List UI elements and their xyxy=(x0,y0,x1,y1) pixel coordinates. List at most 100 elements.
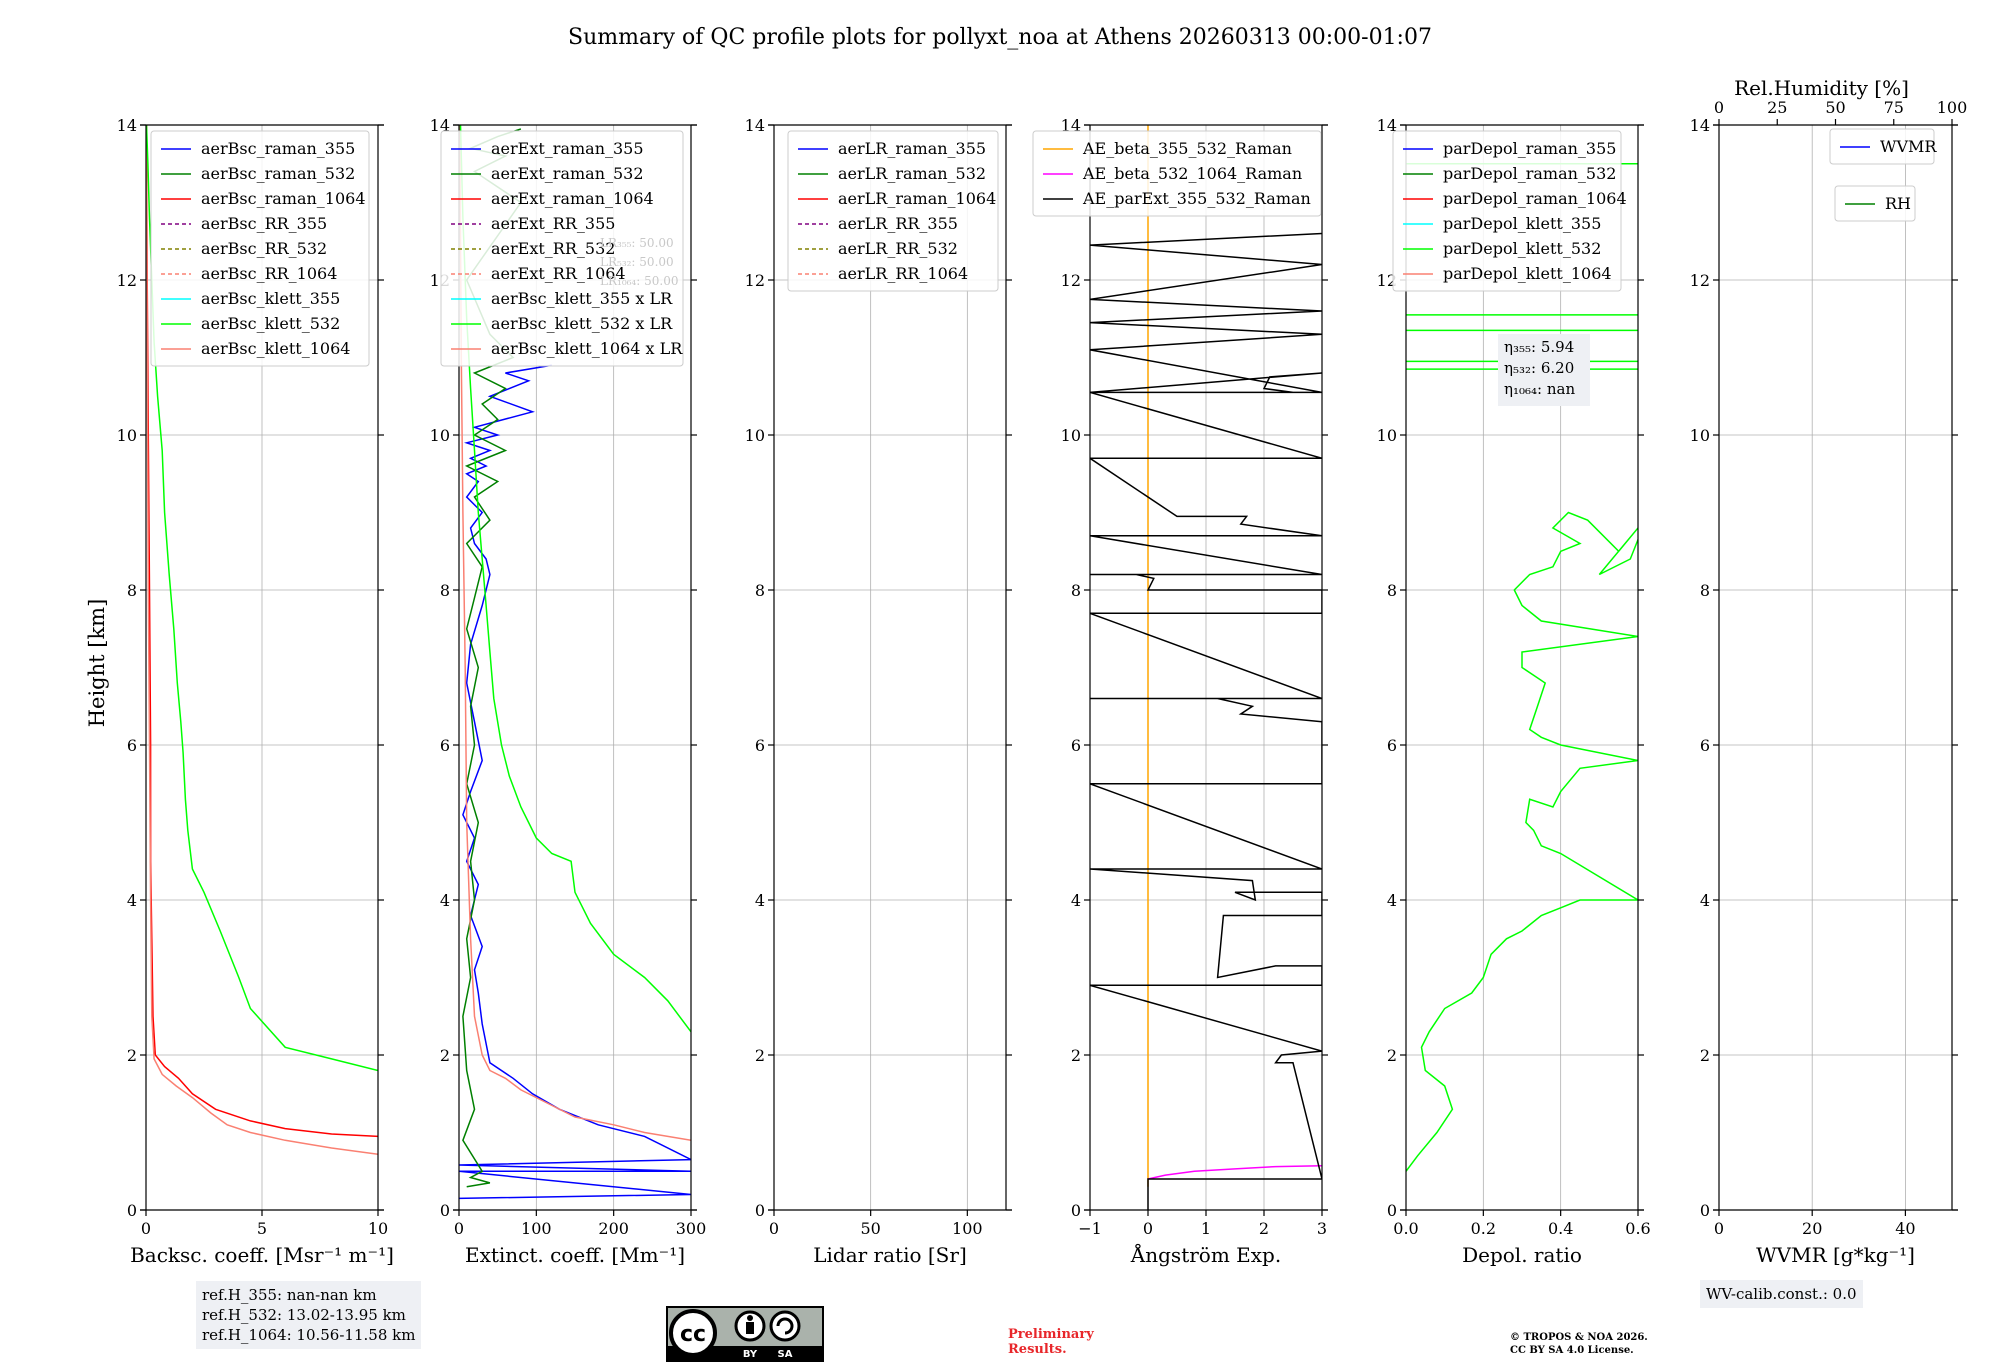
wv-ytick-label: 6 xyxy=(1700,736,1710,755)
wv-legend-frame xyxy=(1829,128,1935,165)
ang-ytick-label: 12 xyxy=(1061,271,1081,290)
lr-legend-label: aerLR_raman_355 xyxy=(838,139,986,158)
ang-ytick-label: 4 xyxy=(1071,891,1081,910)
reference-heights-box: ref.H_355: nan-nan km ref.H_532: 13.02-1… xyxy=(196,1281,422,1349)
lidar-ratio-annotation: LR₅₃₂: 50.00 xyxy=(600,255,674,269)
figure-title: Summary of QC profile plots for pollyxt_… xyxy=(568,25,1432,50)
ext-xtick-label: 200 xyxy=(598,1219,629,1238)
bsc-panel: 0 2 4 6 8 10 12 14 0 5 10 Backsc. coeff. [Msr⁻¹ m⁻¹… xyxy=(117,116,394,1267)
copyright-line-2: CC BY SA 4.0 License. xyxy=(1510,1345,1634,1356)
wv-ytick-label: 4 xyxy=(1700,891,1710,910)
depol-legend-label: parDepol_raman_1064 xyxy=(1443,189,1627,208)
y-axis-label: Height [km] xyxy=(85,599,109,728)
wv-top-xlabel: Rel.Humidity [%] xyxy=(1734,76,1909,100)
ang-xtick-label: 0 xyxy=(1143,1219,1153,1238)
eta-annotation-box xyxy=(1498,334,1590,406)
ext-series-aerext-raman-355 xyxy=(459,364,691,1200)
copyright-note: © TROPOS & NOA 2026. CC BY SA 4.0 Licens… xyxy=(1510,1331,1648,1357)
bsc-ytick-label: 0 xyxy=(127,1201,137,1220)
bsc-legend-label: aerBsc_klett_532 xyxy=(201,314,340,333)
bsc-xtick-label: 10 xyxy=(368,1219,388,1238)
ang-legend-frame xyxy=(1032,130,1322,217)
bsc-ytick-label: 6 xyxy=(127,736,137,755)
lr-ytick-label: 4 xyxy=(755,891,765,910)
ang-series-ae-parext-355-532-raman xyxy=(1090,232,1322,1210)
ext-legend-label: aerExt_RR_532 xyxy=(491,239,615,258)
ext-legend-frame xyxy=(440,130,684,367)
depol-ytick-label: 8 xyxy=(1387,581,1397,600)
bsc-ytick-label: 4 xyxy=(127,891,137,910)
ext-legend-label: aerExt_RR_1064 xyxy=(491,264,626,283)
depol-legend-label: parDepol_klett_1064 xyxy=(1443,264,1612,283)
ang-ytick-label: 10 xyxy=(1061,426,1081,445)
ext-legend-label: aerExt_raman_532 xyxy=(491,164,644,183)
ang-ytick-label: 8 xyxy=(1071,581,1081,600)
lr-ytick-label: 12 xyxy=(745,271,765,290)
ang-legend-label: AE_beta_532_1064_Raman xyxy=(1082,164,1302,183)
eta-annotation: η₅₃₂: 6.20 xyxy=(1504,359,1574,377)
preliminary-results-note: Preliminary Results. xyxy=(1008,1327,1094,1357)
lr-ytick-label: 2 xyxy=(755,1046,765,1065)
bsc-ytick-label: 10 xyxy=(117,426,137,445)
ext-xtick-label: 0 xyxy=(454,1219,464,1238)
ext-series-aerbsc-klett-532-x-lr xyxy=(459,125,691,1033)
ext-xtick-label: 100 xyxy=(521,1219,552,1238)
depol-xlabel: Depol. ratio xyxy=(1462,1243,1582,1267)
depol-series-pardepol-klett-532 xyxy=(1406,511,1638,1172)
ang-series-ae-beta-532-1064-raman xyxy=(1147,1165,1322,1180)
ext-legend-label: aerExt_RR_355 xyxy=(491,214,615,233)
ext-ytick-label: 2 xyxy=(440,1046,450,1065)
bsc-legend-frame xyxy=(150,130,370,367)
depol-xtick-label: 0.4 xyxy=(1548,1219,1573,1238)
ext-ytick-label: 6 xyxy=(440,736,450,755)
ext-ytick-label: 4 xyxy=(440,891,450,910)
ang-xlabel: Ångström Exp. xyxy=(1130,1242,1281,1267)
ang-xtick-label: 1 xyxy=(1201,1219,1211,1238)
lr-xtick-label: 100 xyxy=(952,1219,983,1238)
bsc-legend-label: aerBsc_raman_1064 xyxy=(201,189,366,208)
ext-xtick-label: 300 xyxy=(676,1219,707,1238)
cc-sa-text: SA xyxy=(778,1349,793,1360)
cc-by-sa-badge-icon: cc BY SA xyxy=(666,1306,824,1362)
lr-ytick-label: 14 xyxy=(745,116,765,135)
ang-xtick-label: 3 xyxy=(1317,1219,1327,1238)
wv-ytick-label: 0 xyxy=(1700,1201,1710,1220)
depol-ytick-label: 12 xyxy=(1377,271,1397,290)
ang-ytick-label: 0 xyxy=(1071,1201,1081,1220)
lr-legend-frame xyxy=(787,130,999,292)
depol-legend-label: parDepol_raman_355 xyxy=(1443,139,1616,158)
lidar-ratio-annotation: LR₃₅₅: 50.00 xyxy=(600,236,674,250)
bsc-legend-label: aerBsc_klett_355 xyxy=(201,289,340,308)
bsc-ytick-label: 12 xyxy=(117,271,137,290)
ext-legend-label: aerExt_raman_1064 xyxy=(491,189,654,208)
lr-ytick-label: 6 xyxy=(755,736,765,755)
wv-ytick-label: 10 xyxy=(1690,426,1710,445)
ref-height-355: ref.H_355: nan-nan km xyxy=(202,1286,377,1304)
ext-ytick-label: 8 xyxy=(440,581,450,600)
depol-ytick-label: 14 xyxy=(1377,116,1397,135)
cc-badge-text: cc xyxy=(680,1322,706,1347)
bsc-xtick-label: 0 xyxy=(141,1219,151,1238)
wv-xtick-label: 40 xyxy=(1895,1219,1915,1238)
wv-top-xtick-label: 50 xyxy=(1825,98,1845,117)
lr-legend-label: aerLR_RR_1064 xyxy=(838,264,968,283)
ang-ytick-label: 2 xyxy=(1071,1046,1081,1065)
wv-calib-const: WV-calib.const.: 0.0 xyxy=(1706,1285,1857,1303)
wv-xtick-label: 20 xyxy=(1802,1219,1822,1238)
eta-annotation: η₃₅₅: 5.94 xyxy=(1504,338,1574,356)
lr-xtick-label: 0 xyxy=(769,1219,779,1238)
depol-panel: 0 2 4 6 8 10 12 14 0.0 0.2 0.4 0.6 Depol. ratio parDe… xyxy=(1377,116,1651,1267)
wv-legend-label: WVMR xyxy=(1880,137,1937,156)
copyright-line-1: © TROPOS & NOA 2026. xyxy=(1510,1332,1648,1343)
depol-ytick-label: 4 xyxy=(1387,891,1397,910)
lr-legend-label: aerLR_raman_532 xyxy=(838,164,986,183)
bsc-legend-label: aerBsc_raman_355 xyxy=(201,139,355,158)
bsc-series-aerbsc-klett-1064 xyxy=(146,125,378,1155)
depol-legend-label: parDepol_raman_532 xyxy=(1443,164,1616,183)
ref-height-532: ref.H_532: 13.02-13.95 km xyxy=(202,1306,406,1324)
depol-xtick-label: 0.0 xyxy=(1393,1219,1418,1238)
